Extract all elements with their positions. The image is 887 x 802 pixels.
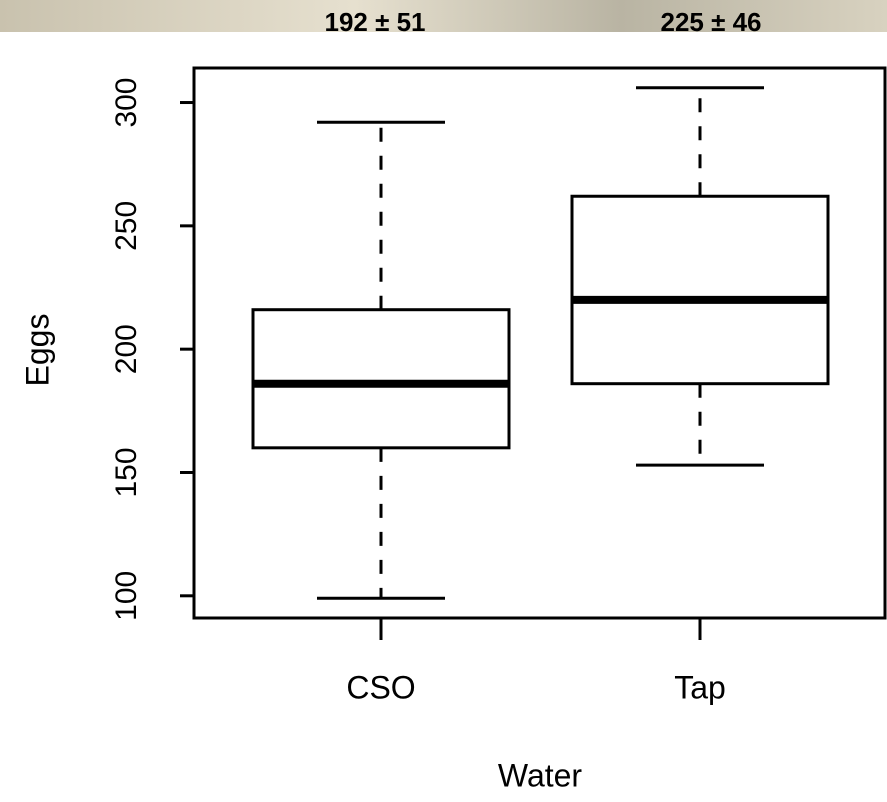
y-tick-label: 100 xyxy=(110,571,143,621)
y-tick-label: 250 xyxy=(110,201,143,251)
annotation: 192 ± 51 xyxy=(324,7,425,37)
annotation: 225 ± 46 xyxy=(660,7,761,37)
background-strip xyxy=(0,0,887,32)
y-tick-label: 200 xyxy=(110,324,143,374)
y-tick-label: 300 xyxy=(110,77,143,127)
y-tick-label: 150 xyxy=(110,447,143,497)
x-axis-label: Water xyxy=(498,757,583,793)
box xyxy=(251,308,511,450)
x-tick-label: CSO xyxy=(346,669,415,705)
x-tick-label: Tap xyxy=(674,669,726,705)
y-axis-label: Eggs xyxy=(19,314,55,387)
box xyxy=(570,194,830,386)
plot-frame xyxy=(192,66,887,620)
